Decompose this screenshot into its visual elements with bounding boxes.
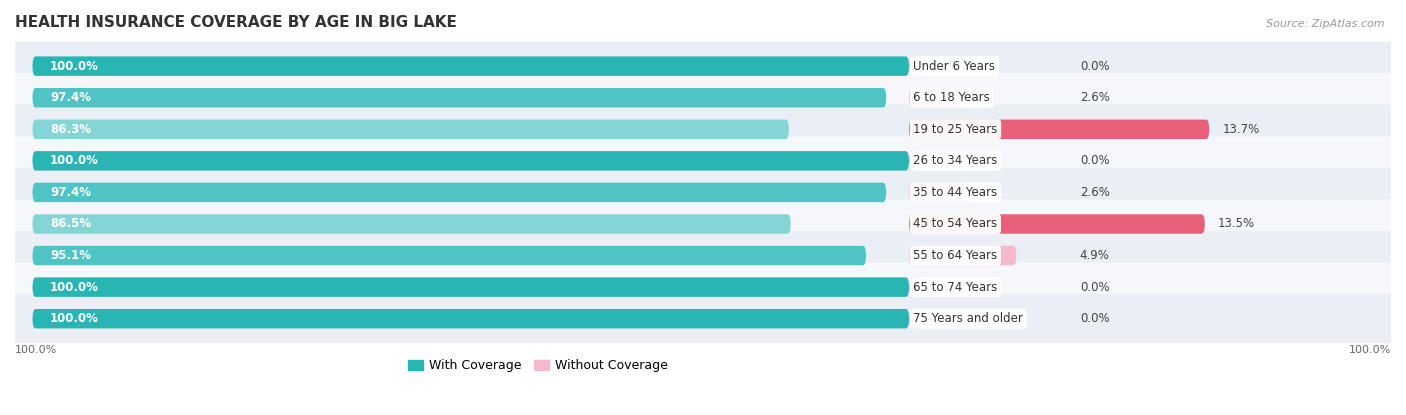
FancyBboxPatch shape bbox=[15, 263, 1391, 312]
FancyBboxPatch shape bbox=[15, 168, 1391, 217]
FancyBboxPatch shape bbox=[908, 246, 1017, 265]
Text: Source: ZipAtlas.com: Source: ZipAtlas.com bbox=[1267, 19, 1385, 29]
FancyBboxPatch shape bbox=[908, 120, 1209, 139]
FancyBboxPatch shape bbox=[908, 309, 922, 328]
Text: 35 to 44 Years: 35 to 44 Years bbox=[914, 186, 997, 199]
Text: HEALTH INSURANCE COVERAGE BY AGE IN BIG LAKE: HEALTH INSURANCE COVERAGE BY AGE IN BIG … bbox=[15, 15, 457, 30]
Text: 86.5%: 86.5% bbox=[51, 217, 91, 230]
FancyBboxPatch shape bbox=[908, 183, 966, 202]
Text: 100.0%: 100.0% bbox=[51, 60, 98, 73]
Text: 100.0%: 100.0% bbox=[15, 344, 58, 354]
Text: 13.5%: 13.5% bbox=[1218, 217, 1256, 230]
Text: 4.9%: 4.9% bbox=[1080, 249, 1109, 262]
Text: 100.0%: 100.0% bbox=[51, 312, 98, 325]
Text: 26 to 34 Years: 26 to 34 Years bbox=[914, 154, 998, 167]
Text: 65 to 74 Years: 65 to 74 Years bbox=[914, 281, 998, 294]
FancyBboxPatch shape bbox=[32, 151, 910, 171]
FancyBboxPatch shape bbox=[32, 120, 789, 139]
FancyBboxPatch shape bbox=[15, 105, 1391, 154]
FancyBboxPatch shape bbox=[32, 309, 910, 328]
Text: 0.0%: 0.0% bbox=[1080, 312, 1109, 325]
FancyBboxPatch shape bbox=[908, 151, 922, 171]
Text: 13.7%: 13.7% bbox=[1222, 123, 1260, 136]
FancyBboxPatch shape bbox=[15, 73, 1391, 122]
Text: 55 to 64 Years: 55 to 64 Years bbox=[914, 249, 997, 262]
Text: 100.0%: 100.0% bbox=[1348, 344, 1391, 354]
FancyBboxPatch shape bbox=[32, 214, 790, 234]
Text: 100.0%: 100.0% bbox=[51, 281, 98, 294]
FancyBboxPatch shape bbox=[15, 294, 1391, 343]
FancyBboxPatch shape bbox=[32, 183, 886, 202]
Text: 6 to 18 Years: 6 to 18 Years bbox=[914, 91, 990, 104]
FancyBboxPatch shape bbox=[908, 214, 1205, 234]
Text: 95.1%: 95.1% bbox=[51, 249, 91, 262]
Text: 2.6%: 2.6% bbox=[1080, 186, 1109, 199]
Text: 0.0%: 0.0% bbox=[1080, 281, 1109, 294]
FancyBboxPatch shape bbox=[15, 231, 1391, 280]
Text: 97.4%: 97.4% bbox=[51, 91, 91, 104]
FancyBboxPatch shape bbox=[908, 88, 966, 107]
FancyBboxPatch shape bbox=[32, 246, 866, 265]
FancyBboxPatch shape bbox=[15, 136, 1391, 186]
Text: 97.4%: 97.4% bbox=[51, 186, 91, 199]
Text: 45 to 54 Years: 45 to 54 Years bbox=[914, 217, 997, 230]
FancyBboxPatch shape bbox=[908, 56, 922, 76]
Text: Under 6 Years: Under 6 Years bbox=[914, 60, 995, 73]
FancyBboxPatch shape bbox=[32, 56, 910, 76]
Text: 0.0%: 0.0% bbox=[1080, 154, 1109, 167]
Text: 2.6%: 2.6% bbox=[1080, 91, 1109, 104]
FancyBboxPatch shape bbox=[32, 88, 886, 107]
Text: 100.0%: 100.0% bbox=[51, 154, 98, 167]
FancyBboxPatch shape bbox=[15, 42, 1391, 91]
Legend: With Coverage, Without Coverage: With Coverage, Without Coverage bbox=[402, 354, 673, 377]
FancyBboxPatch shape bbox=[32, 277, 910, 297]
Text: 75 Years and older: 75 Years and older bbox=[914, 312, 1024, 325]
FancyBboxPatch shape bbox=[15, 199, 1391, 249]
FancyBboxPatch shape bbox=[908, 277, 922, 297]
Text: 0.0%: 0.0% bbox=[1080, 60, 1109, 73]
Text: 19 to 25 Years: 19 to 25 Years bbox=[914, 123, 998, 136]
Text: 86.3%: 86.3% bbox=[51, 123, 91, 136]
